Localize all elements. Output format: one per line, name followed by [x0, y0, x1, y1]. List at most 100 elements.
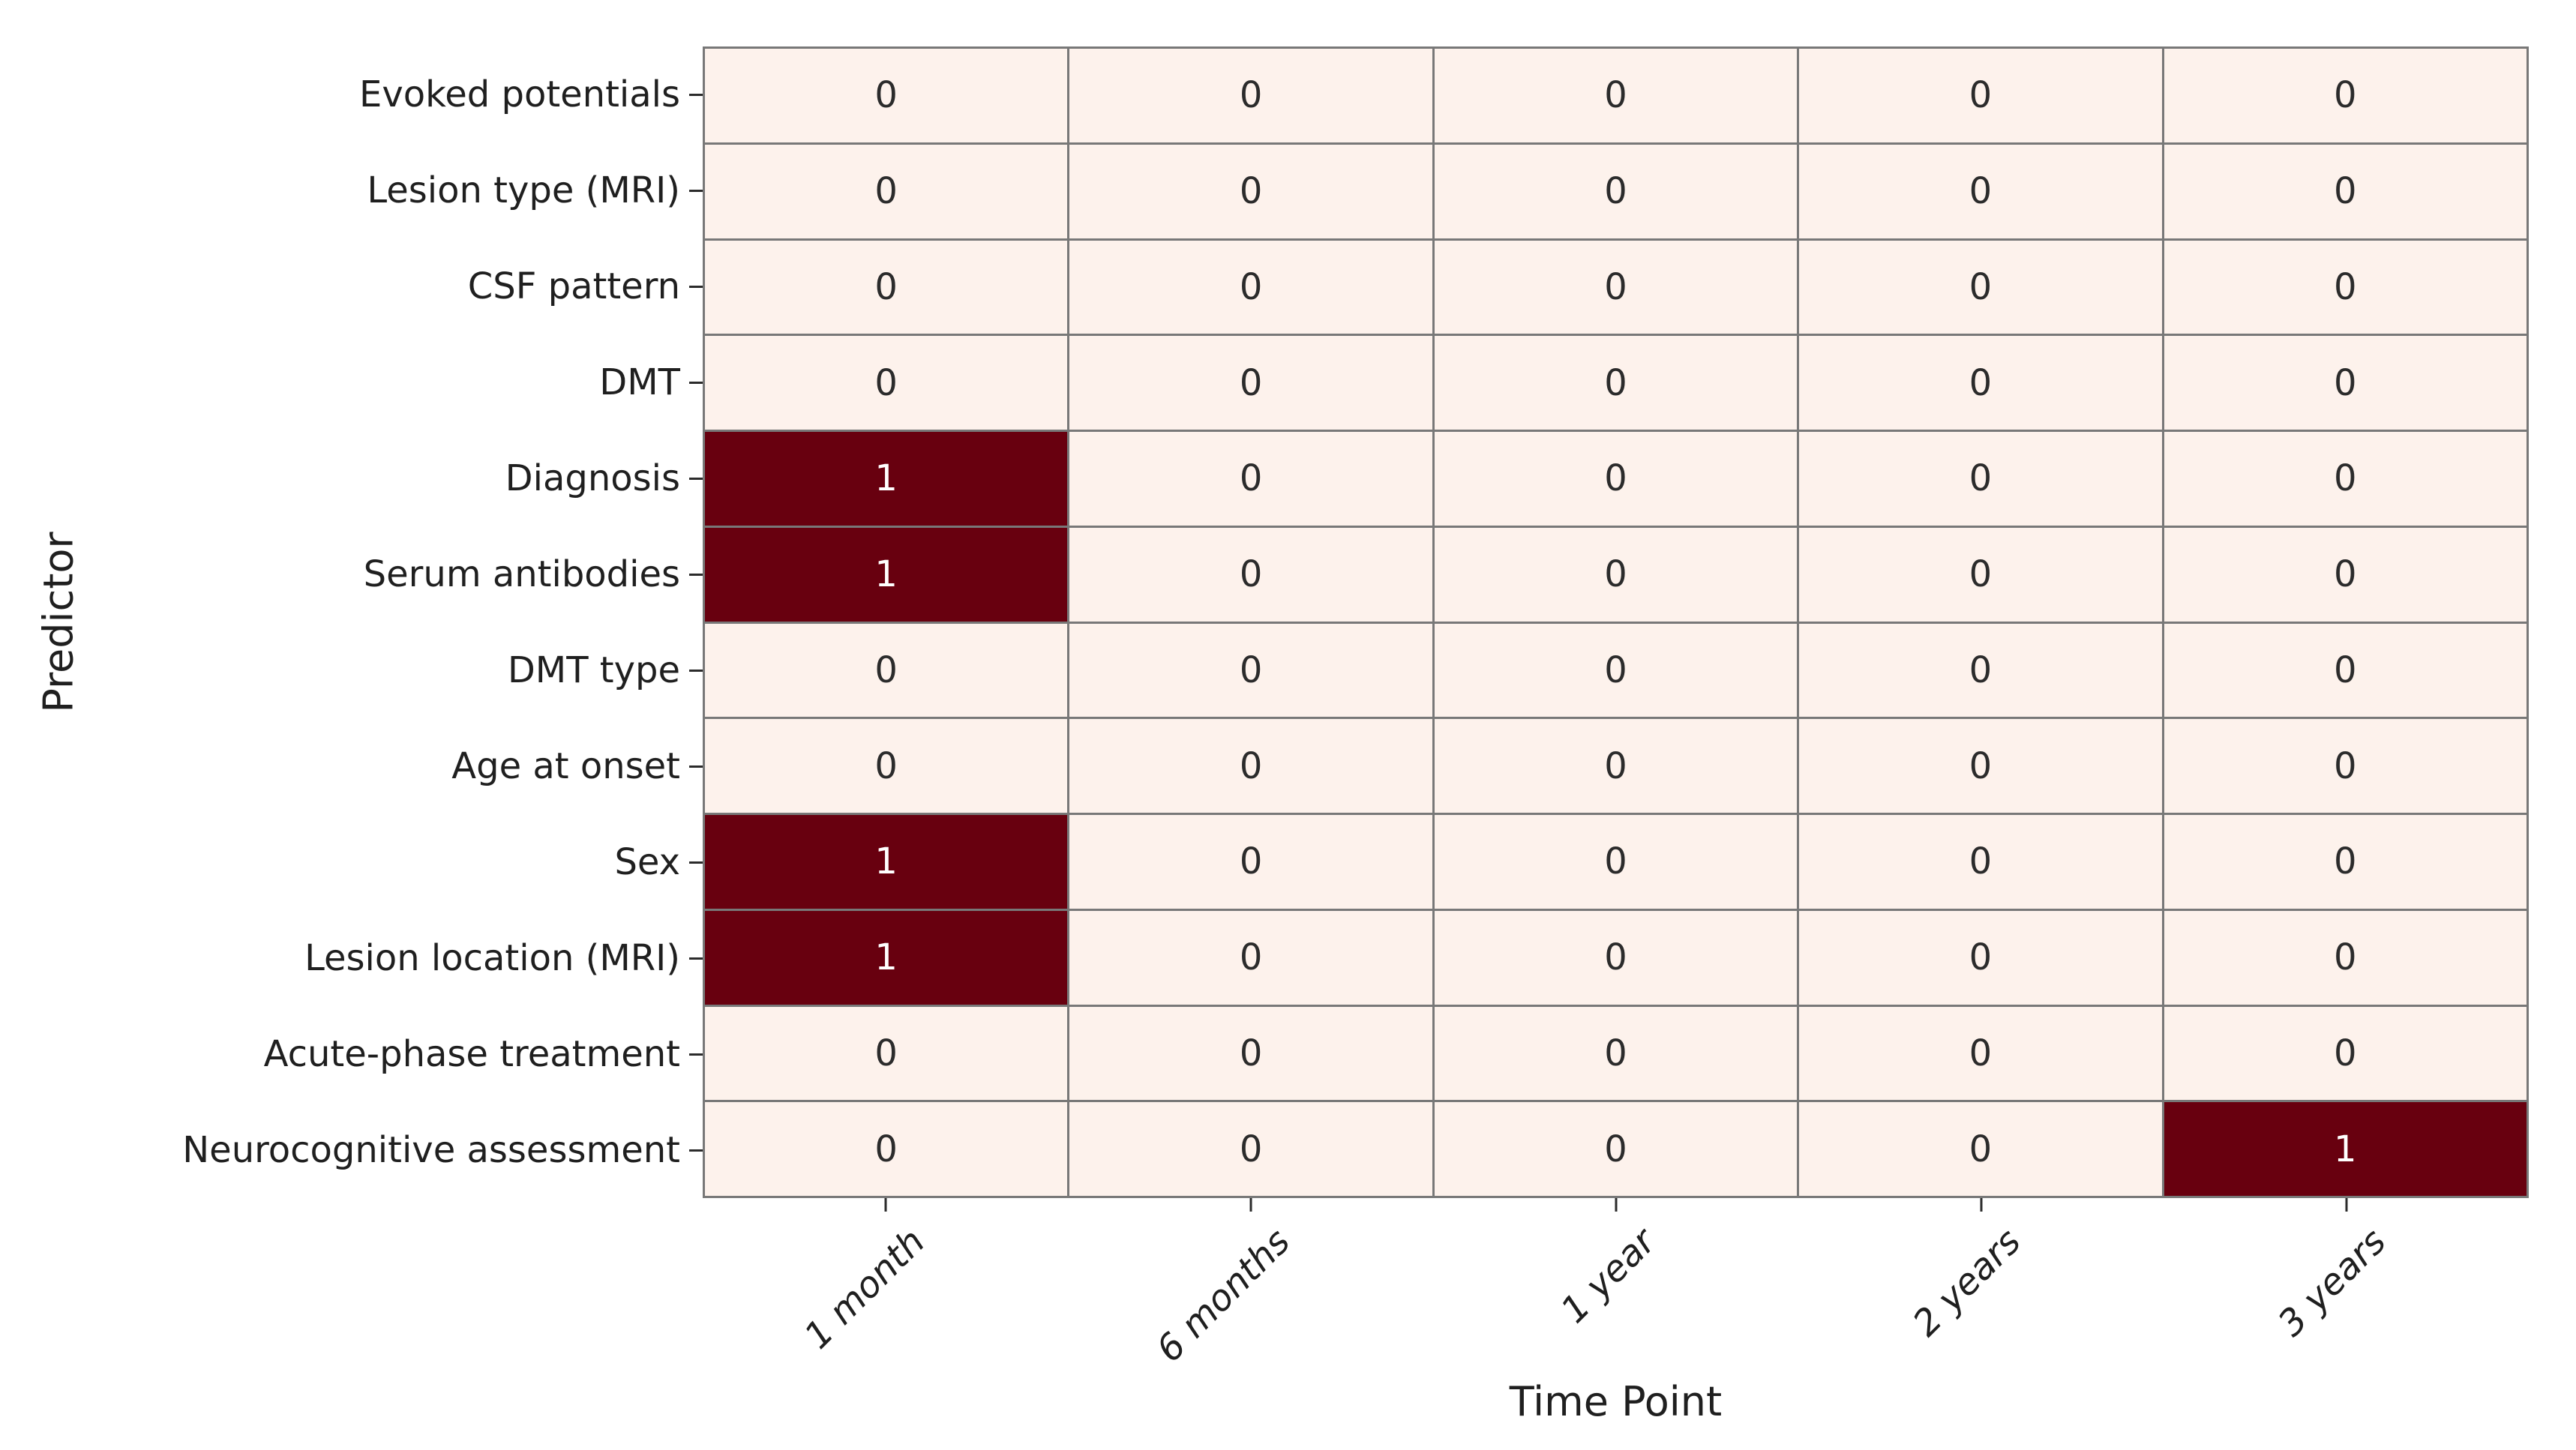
cell-value: 0: [1239, 744, 1263, 787]
cell-value: 0: [874, 265, 898, 308]
heatmap-cell: 1: [2164, 1102, 2527, 1196]
heatmap-cell: 0: [1069, 719, 1432, 813]
y-tick-label: Lesion type (MRI): [367, 169, 680, 211]
y-axis-row: Evoked potentials: [0, 46, 703, 142]
heatmap-grid: 0 0 0 0 0 0 0 0 0 0 0 0 0 0 0 0 0 0 0 0 1 0 0 0 0 1 0 0 0 0 0 0 0 0 0 0 0 0 0 0…: [703, 46, 2529, 1198]
heatmap-cell: 0: [1434, 1006, 1798, 1101]
heatmap-cell: 0: [1069, 527, 1432, 622]
x-tick-label: 3 years: [2269, 1221, 2395, 1345]
cell-value: 0: [2334, 744, 2357, 787]
heatmap-cell: 0: [1799, 815, 2162, 909]
heatmap-cell: 0: [705, 240, 1068, 334]
cell-value: 0: [1239, 1128, 1263, 1170]
heatmap-cell: 0: [705, 1006, 1068, 1101]
y-axis-row: Lesion location (MRI): [0, 910, 703, 1006]
y-axis-row: Age at onset: [0, 718, 703, 814]
heatmap-cell: 0: [2164, 815, 2527, 909]
y-tick: [689, 573, 703, 576]
heatmap-cell: 0: [1799, 1102, 2162, 1196]
y-tick: [689, 765, 703, 768]
heatmap-cell: 0: [1069, 49, 1432, 142]
y-tick-label: Lesion location (MRI): [304, 937, 680, 979]
cell-value: 1: [874, 553, 898, 596]
cell-value: 1: [2334, 1128, 2357, 1170]
y-axis-row: Acute-phase treatment: [0, 1006, 703, 1102]
y-tick-label: DMT: [599, 361, 680, 403]
cell-value: 0: [1604, 936, 1627, 979]
y-axis-row: Lesion type (MRI): [0, 142, 703, 238]
heatmap-cell: 0: [1069, 432, 1432, 526]
heatmap-cell: 0: [1434, 623, 1798, 718]
x-tick: [884, 1198, 886, 1212]
x-axis-title: Time Point: [1509, 1378, 1723, 1425]
heatmap-cell: 0: [1799, 144, 2162, 238]
cell-value: 0: [1604, 170, 1627, 213]
y-tick-label: Evoked potentials: [359, 73, 680, 115]
cell-value: 0: [1604, 265, 1627, 308]
heatmap-cell: 1: [705, 815, 1068, 909]
heatmap-cell: 1: [705, 910, 1068, 1005]
cell-value: 0: [1969, 265, 1993, 308]
heatmap-cell: 0: [2164, 144, 2527, 238]
heatmap-cell: 0: [1434, 336, 1798, 430]
cell-value: 0: [2334, 936, 2357, 979]
cell-value: 0: [1239, 170, 1263, 213]
cell-value: 0: [2334, 265, 2357, 308]
cell-value: 0: [2334, 457, 2357, 500]
cell-value: 0: [1969, 170, 1993, 213]
y-tick-label: Serum antibodies: [363, 553, 680, 595]
heatmap-cell: 0: [1434, 49, 1798, 142]
y-axis-row: Serum antibodies: [0, 526, 703, 622]
heatmap-cell: 0: [1799, 910, 2162, 1005]
cell-value: 0: [1239, 1032, 1263, 1074]
y-axis-row: Neurocognitive assessment: [0, 1102, 703, 1198]
heatmap-cell: 0: [1069, 1006, 1432, 1101]
x-tick-label: 6 months: [1148, 1221, 1299, 1371]
cell-value: 0: [1239, 840, 1263, 883]
y-axis-labels: Evoked potentials Lesion type (MRI) CSF pa…: [0, 46, 703, 1198]
y-tick-label: Neurocognitive assessment: [182, 1129, 680, 1171]
heatmap-cell: 0: [1069, 910, 1432, 1005]
cell-value: 0: [1604, 649, 1627, 691]
cell-value: 0: [874, 74, 898, 117]
cell-value: 1: [874, 457, 898, 500]
cell-value: 0: [1604, 553, 1627, 596]
y-tick: [689, 957, 703, 960]
x-axis-column: 1 year: [1433, 1198, 1798, 1408]
cell-value: 0: [874, 170, 898, 213]
y-axis-row: Sex: [0, 814, 703, 910]
y-tick: [689, 477, 703, 480]
heatmap-cell: 0: [1799, 49, 2162, 142]
heatmap-cell: 0: [2164, 527, 2527, 622]
heatmap-cell: 0: [2164, 719, 2527, 813]
y-tick-label: Diagnosis: [505, 457, 680, 499]
cell-value: 0: [1239, 265, 1263, 308]
heatmap-cell: 0: [1069, 1102, 1432, 1196]
heatmap-cell: 0: [1799, 623, 2162, 718]
cell-value: 0: [2334, 170, 2357, 213]
cell-value: 0: [2334, 649, 2357, 691]
y-tick: [689, 93, 703, 96]
heatmap-cell: 0: [1069, 623, 1432, 718]
cell-value: 0: [874, 649, 898, 691]
cell-value: 0: [1604, 457, 1627, 500]
heatmap-cell: 0: [1799, 432, 2162, 526]
heatmap-cell: 0: [2164, 240, 2527, 334]
y-axis-row: DMT type: [0, 622, 703, 718]
cell-value: 0: [1969, 1032, 1993, 1074]
cell-value: 0: [1239, 74, 1263, 117]
cell-value: 0: [874, 361, 898, 404]
x-tick: [1249, 1198, 1252, 1212]
heatmap-cell: 0: [1434, 432, 1798, 526]
y-tick-label: Age at onset: [451, 745, 680, 787]
cell-value: 0: [1969, 936, 1993, 979]
cell-value: 0: [874, 1032, 898, 1074]
y-tick: [689, 189, 703, 192]
cell-value: 0: [2334, 74, 2357, 117]
y-tick: [689, 861, 703, 864]
heatmap-cell: 0: [1434, 240, 1798, 334]
y-tick: [689, 1149, 703, 1152]
cell-value: 1: [874, 840, 898, 883]
heatmap-cell: 0: [1799, 240, 2162, 334]
heatmap-cell: 0: [1799, 1006, 2162, 1101]
